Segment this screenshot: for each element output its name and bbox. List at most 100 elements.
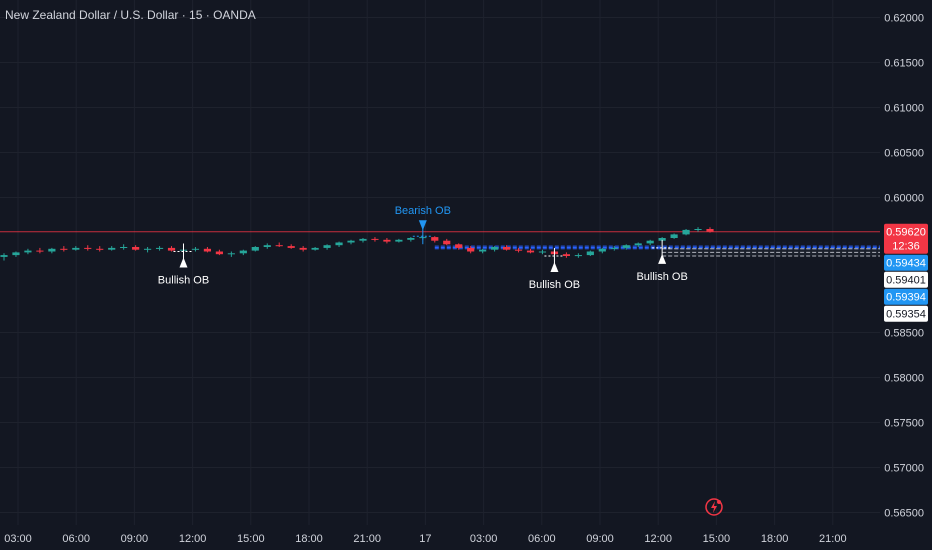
candle-body [36, 250, 44, 252]
candle-body [682, 229, 690, 235]
candle-body [299, 247, 307, 250]
price-tick-label: 0.60000 [884, 193, 924, 205]
candle-body [275, 245, 283, 247]
price-tick-label: 0.58500 [884, 328, 924, 340]
price-label-text: 0.59401 [886, 275, 926, 287]
candle-body [323, 245, 331, 248]
candle-body [263, 245, 271, 247]
time-axis[interactable]: 03:00 06:00 09:00 12:00 15:00 18:00 21:00 17 03:… [4, 533, 846, 545]
candle-body [502, 247, 511, 250]
bearish-ob-label: Bearish OB [395, 205, 451, 217]
price-label-box [884, 305, 928, 322]
candle-body [347, 240, 355, 243]
bullish-ob-arrow-icon [550, 262, 559, 272]
price-label-text: 0.59434 [886, 258, 926, 270]
candle-body [646, 240, 654, 244]
candle-body [144, 248, 152, 250]
candle-body [670, 234, 678, 238]
candle-body [84, 247, 92, 249]
price-tick-label: 0.58000 [884, 373, 924, 385]
time-tick-label: 17 [419, 533, 431, 545]
bullish-ob-arrow-icon [179, 257, 188, 268]
price-label-text: 0.59394 [886, 292, 926, 304]
symbol-title[interactable]: New Zealand Dollar / U.S. Dollar · 15 · … [5, 8, 256, 22]
price-label-box [884, 223, 928, 254]
candle-body [586, 251, 594, 256]
bullish-ob-label: Bullish OB [158, 275, 209, 287]
candle-body [12, 252, 20, 256]
candle-body [215, 251, 223, 255]
price-tick-label: 0.61500 [884, 58, 924, 70]
candle-body [407, 238, 415, 240]
price-label-box [884, 254, 928, 271]
price-label-text: 0.59620 [886, 227, 926, 239]
candle-body [60, 248, 68, 250]
candle-body [96, 248, 104, 250]
candle-body [371, 238, 379, 240]
time-tick-label: 21:00 [353, 533, 381, 545]
candle-body [610, 247, 618, 249]
time-tick-label: 09:00 [121, 533, 149, 545]
candle-body [491, 247, 499, 250]
candle-body [167, 247, 176, 251]
lightning-alert-icon[interactable] [704, 497, 724, 517]
time-tick-label: 09:00 [586, 533, 614, 545]
candle-body [562, 254, 570, 256]
candle-body [467, 247, 475, 252]
candle-body [431, 237, 439, 241]
candle-body [622, 245, 630, 248]
bullish-ob-label: Bullish OB [529, 279, 580, 291]
candle-body [335, 242, 343, 246]
bullish-ob-label: Bullish OB [636, 271, 687, 283]
time-tick-label: 21:00 [819, 533, 847, 545]
candle-body [359, 238, 367, 241]
countdown-label: 12:36 [892, 241, 920, 253]
candle-body [538, 251, 547, 253]
candle-body [526, 250, 535, 253]
candle-body [251, 247, 259, 251]
candle-body [706, 229, 714, 232]
bearish-ob-arrow-icon [418, 220, 427, 231]
candle-body [0, 255, 8, 257]
candle-body [658, 238, 666, 241]
candle-body [227, 253, 235, 255]
candle-body [634, 243, 642, 246]
price-tick-label: 0.62000 [884, 13, 924, 25]
candle-body [574, 255, 582, 257]
candle-body [48, 248, 56, 252]
candle-body [108, 247, 116, 250]
time-tick-label: 15:00 [237, 533, 265, 545]
price-tick-label: 0.61000 [884, 103, 924, 115]
time-tick-label: 03:00 [470, 533, 498, 545]
candle-body [203, 248, 212, 252]
candle-body [239, 250, 247, 254]
candle-body [479, 249, 487, 252]
price-tick-label: 0.60500 [884, 148, 924, 160]
time-tick-label: 18:00 [761, 533, 789, 545]
candle-body [311, 247, 319, 250]
time-tick-label: 06:00 [528, 533, 556, 545]
price-label-box [884, 288, 928, 305]
annotations: Bullish OB Bearish OB Bullish OB Bullish OB [158, 205, 688, 291]
bullish-ob-arrow-icon [658, 253, 667, 264]
candle-body [383, 239, 391, 242]
candle-body [72, 247, 80, 250]
candle-body [443, 240, 451, 245]
price-tick-label: 0.57500 [884, 418, 924, 430]
time-tick-label: 18:00 [295, 533, 323, 545]
candle-body [24, 250, 32, 253]
time-tick-label: 12:00 [179, 533, 207, 545]
price-axis[interactable]: 0.62000 0.61500 0.61000 0.60500 0.60000 0.585… [884, 13, 924, 520]
candle-body [191, 248, 200, 250]
candles [0, 227, 714, 261]
time-tick-label: 12:00 [644, 533, 672, 545]
price-labels: 0.59620 12:36 0.59434 0.59401 0.59394 0.59354 [884, 223, 928, 322]
price-label-text: 0.59354 [886, 309, 926, 321]
time-tick-label: 03:00 [4, 533, 32, 545]
grid [0, 0, 880, 525]
candle-body [514, 249, 523, 251]
candle-body [120, 247, 128, 248]
price-label-box [884, 271, 928, 288]
